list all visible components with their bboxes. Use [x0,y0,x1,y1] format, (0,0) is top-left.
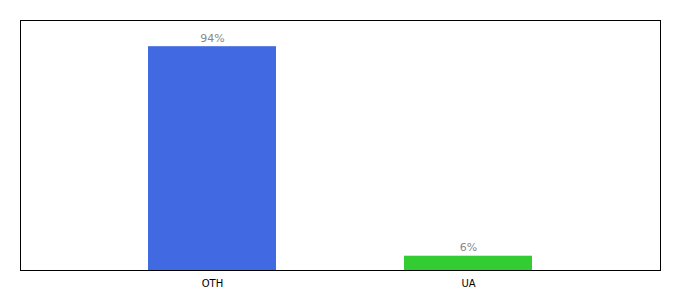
svg-text:UA: UA [461,278,475,289]
svg-text:OTH: OTH [202,278,224,289]
svg-text:94%: 94% [200,32,224,45]
svg-text:6%: 6% [460,241,477,254]
